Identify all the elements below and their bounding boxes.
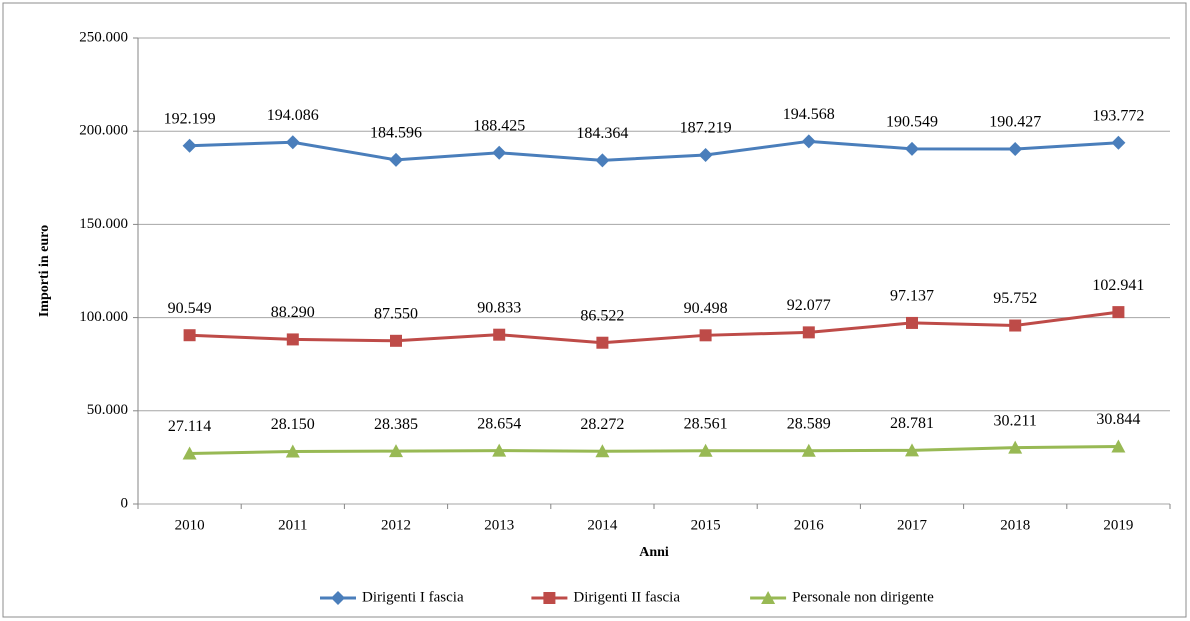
data-point [698,443,713,457]
data-label: 190.427 [989,114,1041,131]
data-label: 102.941 [1092,277,1144,294]
data-label: 194.086 [267,107,319,124]
data-point [182,446,197,460]
data-point [801,134,816,149]
data-point [802,326,815,339]
data-label: 90.498 [684,300,728,317]
data-label: 90.833 [477,299,521,316]
y-tick-label: 50.000 [87,402,128,418]
data-point [596,336,609,349]
x-tick-label: 2012 [381,517,411,533]
data-point [1009,319,1022,332]
data-label: 88.290 [271,304,315,321]
x-tick-label: 2011 [278,517,307,533]
legend-marker [543,592,556,604]
data-label: 192.199 [164,110,216,127]
data-point [389,152,403,167]
data-label: 190.549 [886,113,938,130]
series-line [189,310,1119,345]
data-point [389,444,403,458]
data-point [285,135,300,150]
data-label: 184.364 [576,125,628,142]
series-line [189,139,1119,162]
data-label: 194.568 [783,106,835,123]
x-tick-label: 2018 [1000,517,1030,533]
x-tick-label: 2015 [691,517,721,533]
legend-label: Dirigenti I fascia [362,589,464,605]
data-point [493,328,506,341]
y-tick-label: 0 [121,495,129,511]
data-label: 28.561 [684,415,728,432]
data-point [285,444,300,458]
x-tick-label: 2019 [1103,517,1133,533]
data-point [905,141,919,156]
series-line [189,445,1119,455]
data-point [182,138,197,153]
data-label: 28.150 [271,416,315,433]
data-point [492,145,507,160]
data-point [1008,142,1023,157]
data-point [906,316,918,329]
x-tick-label: 2016 [794,517,825,533]
x-tick-label: 2017 [897,517,928,533]
legend-label: Personale non dirigente [792,589,934,605]
data-label: 30.211 [993,412,1036,429]
data-point [905,443,919,457]
data-point [595,444,610,458]
data-point [1111,439,1126,453]
data-label: 28.781 [890,415,934,432]
data-label: 92.077 [787,297,831,314]
data-label: 187.219 [680,120,732,137]
data-point [1008,440,1023,454]
x-tick-label: 2010 [175,517,205,533]
data-point [492,443,507,457]
data-label: 30.844 [1096,411,1140,428]
y-tick-label: 250.000 [79,29,128,45]
data-label: 87.550 [374,305,418,322]
y-tick-label: 100.000 [79,309,128,325]
legend-marker [331,591,345,605]
data-label: 28.589 [787,415,831,432]
data-label: 97.137 [890,288,934,305]
y-tick-label: 150.000 [79,216,128,232]
data-label: 28.272 [580,416,624,433]
data-point [699,329,712,342]
data-label: 193.772 [1092,107,1144,124]
data-label: 90.549 [168,300,212,317]
y-tick-label: 200.000 [79,123,128,139]
legend-marker [761,591,776,604]
data-label: 28.654 [477,415,521,432]
x-tick-label: 2013 [484,517,514,533]
data-label: 27.114 [168,418,211,435]
data-label: 28.385 [374,416,418,433]
legend-label: Dirigenti II fascia [573,589,680,605]
data-label: 188.425 [473,117,525,134]
data-point [1112,306,1125,319]
data-point [595,153,610,168]
data-label: 95.752 [993,290,1037,307]
data-point [286,333,299,346]
data-point [698,148,713,163]
data-label: 184.596 [370,125,422,142]
x-axis-title: Anni [639,545,669,560]
data-point [390,334,402,347]
y-axis-title: Importi in euro [37,225,52,317]
data-label: 86.522 [580,307,624,324]
data-point [801,443,816,457]
x-tick-label: 2014 [587,517,618,533]
data-point [1111,135,1126,150]
data-point [183,329,196,342]
